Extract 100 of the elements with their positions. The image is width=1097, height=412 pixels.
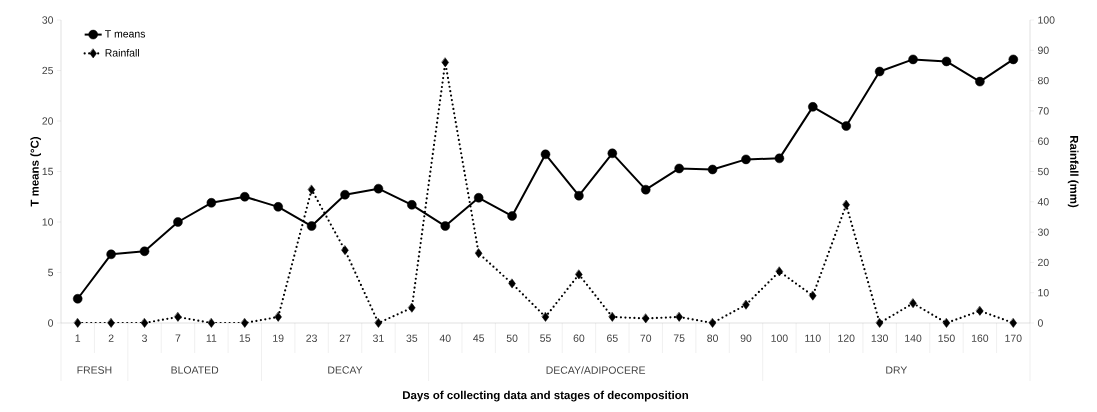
point <box>274 312 282 322</box>
x-tick-label: 23 <box>306 334 317 342</box>
legend-label: Rainfall <box>105 48 139 57</box>
point <box>374 318 383 328</box>
point <box>908 54 918 65</box>
y2-tick-label: 0 <box>1037 319 1043 327</box>
point <box>808 102 818 112</box>
text: BLOATED <box>171 366 219 374</box>
point <box>707 164 718 175</box>
x-tick-label: 31 <box>373 334 384 342</box>
text: DECAY <box>328 366 363 374</box>
point <box>407 200 417 210</box>
x-tick-label: 55 <box>540 334 551 342</box>
point <box>207 318 215 328</box>
x-tick-label: 7 <box>175 334 181 342</box>
point <box>473 193 484 203</box>
x-tick-label: 170 <box>1005 334 1022 342</box>
y-tick-label: 25 <box>42 66 54 75</box>
y2-tick-label: 100 <box>1038 16 1055 24</box>
point <box>273 202 283 212</box>
point <box>575 269 583 280</box>
y2-tick-label: 50 <box>1037 167 1049 176</box>
point <box>741 154 751 165</box>
x-axis-title: Days of collecting data and stages of decomposition <box>403 390 689 402</box>
x-tick-label: 90 <box>740 334 752 342</box>
y-tick-label: 15 <box>42 167 54 176</box>
x-tick-label: 35 <box>406 334 418 342</box>
point <box>340 189 350 200</box>
point <box>507 211 517 221</box>
x-tick-label: 3 <box>142 334 147 342</box>
point <box>106 249 116 260</box>
x-tick-label: 80 <box>707 334 718 342</box>
point <box>74 318 82 328</box>
x-tick-label: 45 <box>473 334 485 342</box>
point <box>440 221 451 231</box>
point <box>642 313 650 324</box>
point <box>842 200 850 210</box>
point <box>1009 318 1017 328</box>
text: FRESH <box>77 366 112 374</box>
point <box>408 303 416 313</box>
point <box>441 57 449 68</box>
point <box>206 198 217 208</box>
point <box>742 300 750 310</box>
y-axis-title: T means (°C) <box>30 137 41 207</box>
x-tick-label: 19 <box>273 334 284 342</box>
point <box>72 294 83 304</box>
point <box>809 290 817 301</box>
legend-label: T means <box>105 30 146 38</box>
point <box>174 312 182 322</box>
y2-axis-title: Rainfall (mm) <box>1067 135 1079 208</box>
point <box>841 121 851 131</box>
y-tick-label: 10 <box>42 218 54 226</box>
point <box>608 312 616 322</box>
point <box>607 148 618 159</box>
x-tick-label: 15 <box>239 334 251 342</box>
x-tick-label: 27 <box>339 334 351 342</box>
point <box>306 221 317 231</box>
text: DECAY/ADIPOCERE <box>546 366 646 374</box>
point <box>942 318 951 328</box>
y2-tick-label: 40 <box>1037 198 1049 206</box>
text: DRY <box>886 366 908 374</box>
point <box>140 318 149 328</box>
x-tick-label: 100 <box>771 334 788 342</box>
x-tick-label: 2 <box>108 334 114 342</box>
y2-tick-label: 70 <box>1038 107 1049 115</box>
y2-tick-label: 60 <box>1038 137 1049 145</box>
y-tick-label: 30 <box>42 16 54 24</box>
point <box>775 266 784 277</box>
x-tick-label: 70 <box>640 334 652 342</box>
point <box>675 312 683 322</box>
y2-tick-label: 10 <box>1038 289 1049 297</box>
point <box>941 56 952 67</box>
point <box>107 318 115 328</box>
x-tick-label: 40 <box>439 334 451 342</box>
x-tick-label: 150 <box>938 334 955 342</box>
point <box>508 278 516 289</box>
point <box>341 245 349 256</box>
point <box>774 153 785 164</box>
point <box>139 246 150 257</box>
x-tick-label: 160 <box>971 334 989 342</box>
x-tick-label: 50 <box>506 334 518 342</box>
y-tick-label: 0 <box>48 319 54 327</box>
point <box>373 183 384 194</box>
point <box>541 312 550 322</box>
point <box>307 184 316 195</box>
point <box>240 192 250 202</box>
y-tick-label: 20 <box>42 117 54 125</box>
point <box>708 318 717 328</box>
x-tick-label: 1 <box>75 334 81 342</box>
x-tick-label: 110 <box>805 334 821 342</box>
point <box>574 190 584 201</box>
point <box>475 248 483 259</box>
y2-tick-label: 80 <box>1037 76 1049 85</box>
y2-tick-label: 20 <box>1038 258 1049 267</box>
x-tick-label: 130 <box>871 334 888 342</box>
point <box>876 318 884 328</box>
point <box>976 306 984 316</box>
y2-tick-label: 90 <box>1038 46 1049 55</box>
x-tick-label: 75 <box>673 334 685 342</box>
point <box>173 217 183 227</box>
